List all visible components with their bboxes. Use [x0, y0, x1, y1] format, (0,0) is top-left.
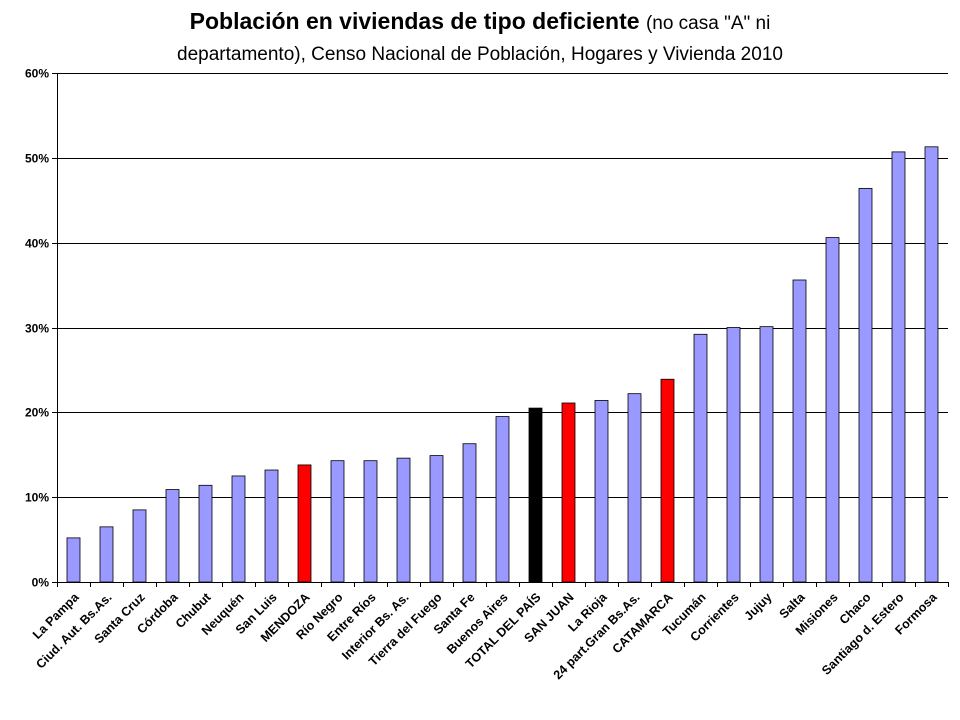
bar — [661, 379, 674, 582]
bar — [826, 238, 839, 582]
bar — [562, 403, 575, 582]
bar — [892, 152, 905, 582]
bar — [199, 485, 212, 582]
bar — [166, 490, 179, 582]
bar — [595, 400, 608, 582]
bar — [298, 465, 311, 582]
y-axis-ticks: 0% 10% 20% 30% 40% 50% 60% — [25, 67, 57, 590]
bar — [628, 394, 641, 582]
bar — [727, 328, 740, 583]
y-tick-label: 30% — [25, 322, 49, 336]
x-tick-label: Jujuy — [742, 590, 775, 623]
bar — [232, 476, 245, 582]
bar — [430, 456, 443, 582]
y-tick-label: 40% — [25, 237, 49, 251]
bar — [463, 444, 476, 582]
bar — [265, 470, 278, 582]
bar — [859, 188, 872, 582]
bar — [133, 510, 146, 582]
bar — [529, 408, 542, 582]
bar-chart: 0% 10% 20% 30% 40% 50% 60% La PampaCiud. Aut. … — [0, 0, 960, 720]
bars — [67, 147, 938, 582]
y-tick-label: 10% — [25, 491, 49, 505]
y-tick-label: 20% — [25, 406, 49, 420]
bar — [100, 527, 113, 582]
bar — [694, 334, 707, 582]
bar — [397, 458, 410, 582]
bar — [793, 280, 806, 582]
bar — [925, 147, 938, 582]
y-tick-label: 0% — [32, 576, 50, 590]
bar — [364, 461, 377, 582]
bar — [760, 327, 773, 582]
bar — [496, 417, 509, 582]
bar — [331, 461, 344, 582]
y-tick-label: 60% — [25, 67, 49, 81]
bar — [67, 538, 80, 582]
y-tick-label: 50% — [25, 152, 49, 166]
